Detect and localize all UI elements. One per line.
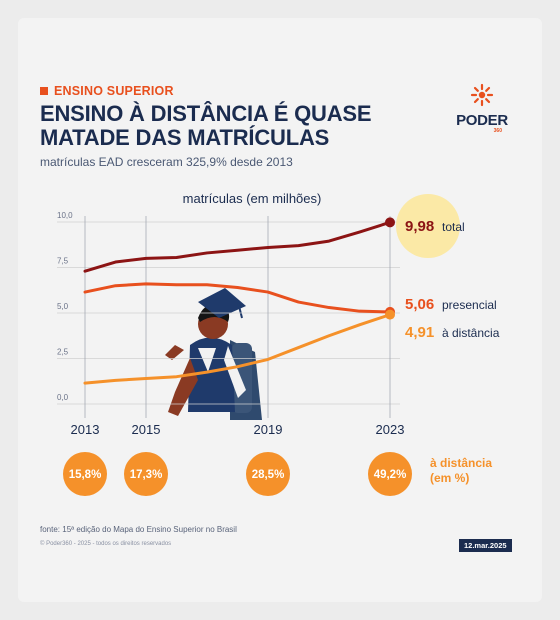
- percent-bubble-label: 17,3%: [130, 469, 163, 481]
- x-tick-label: 2019: [254, 422, 283, 437]
- series-line-presencial: [83, 282, 392, 314]
- date-badge: 12.mar.2025: [459, 539, 512, 552]
- y-tick-label: 0,0: [57, 393, 69, 402]
- x-tick-label: 2013: [71, 422, 100, 437]
- y-tick-label: 5,0: [57, 302, 69, 311]
- end-label-distancia-text: à distância: [442, 326, 500, 340]
- tag-square-icon: [40, 87, 48, 95]
- logo-sub: 360: [493, 128, 502, 134]
- page-title: ENSINO À DISTÂNCIA É QUASE MATADE DAS MA…: [40, 101, 372, 150]
- series-end-point-total: [385, 217, 395, 228]
- series-end-point---dist-ncia: [385, 309, 395, 320]
- percent-legend-line2: (em %): [430, 471, 469, 485]
- total-highlight-circle: [396, 194, 460, 258]
- percent-bubble: [368, 452, 412, 496]
- logo-name: PODER: [456, 112, 508, 129]
- end-labels: 9,98 total 5,06 presencial 4,91 à distân…: [405, 218, 500, 341]
- end-label-presencial-text: presencial: [442, 298, 497, 312]
- page-subtitle: matrículas EAD cresceram 325,9% desde 20…: [40, 155, 293, 169]
- y-tick-label: 10,0: [57, 211, 73, 220]
- percent-bubble: [246, 452, 290, 496]
- series-line-total: [83, 220, 392, 273]
- end-label-total-text: total: [442, 220, 465, 234]
- source-note: fonte: 15ª edição do Mapa do Ensino Supe…: [40, 525, 237, 534]
- percent-bubble: [63, 452, 107, 496]
- percent-bubble: [124, 452, 168, 496]
- percent-bubble-label: 15,8%: [69, 469, 102, 481]
- end-label-total-value: 9,98: [405, 218, 434, 235]
- section-tag: ENSINO SUPERIOR: [40, 84, 174, 98]
- card-background: [18, 18, 542, 602]
- end-label-distancia-value: 4,91: [405, 324, 434, 341]
- chart-title: matrículas (em milhões): [183, 191, 322, 206]
- end-label-presencial-value: 5,06: [405, 296, 434, 313]
- x-tick-label: 2023: [376, 422, 405, 437]
- y-tick-label: 7,5: [57, 257, 69, 266]
- copyright-note: © Poder360 - 2025 - todos os direitos re…: [40, 541, 172, 547]
- student-illustration: [165, 288, 262, 420]
- y-tick-label: 2,5: [57, 348, 69, 357]
- percent-legend-line1: à distância: [430, 456, 492, 470]
- x-tick-label: 2015: [132, 422, 161, 437]
- percent-bubble-label: 49,2%: [374, 469, 407, 481]
- sunburst-icon: [470, 83, 494, 107]
- section-tag-label: ENSINO SUPERIOR: [54, 84, 174, 98]
- poder360-logo: PODER 360: [456, 82, 508, 134]
- series-line---dist-ncia: [83, 313, 392, 385]
- percent-bubble-label: 28,5%: [252, 469, 285, 481]
